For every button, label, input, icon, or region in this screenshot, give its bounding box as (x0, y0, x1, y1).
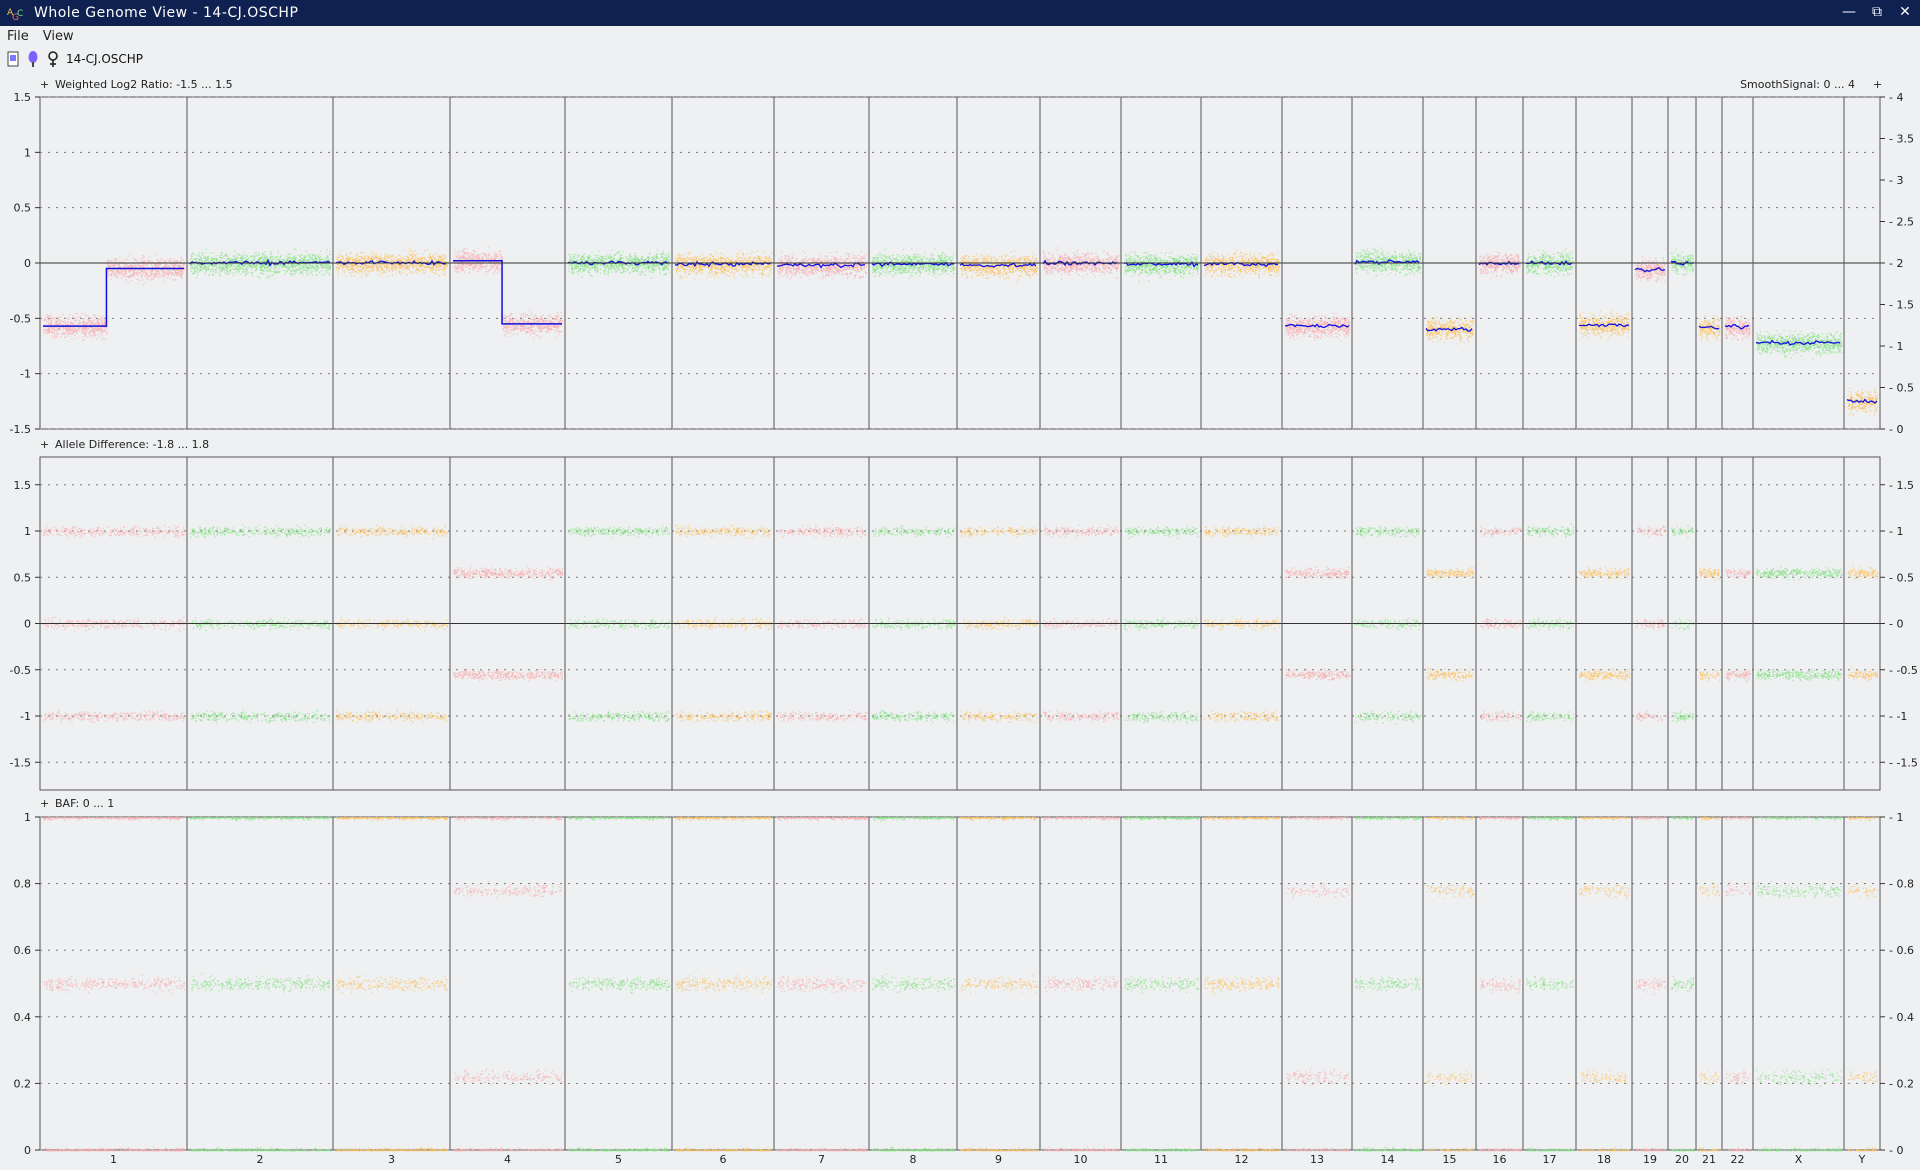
plot-panel-2: 1.5 1 0.5 0 -0.5 -1 -1.5 - 1.5 - 1 - 0.5 - 0 - -0.5… (10, 438, 1918, 790)
left-tick-label: -0.5 (10, 312, 31, 325)
right-tick-label: - 0 (1889, 618, 1903, 631)
right-tick-label: - 0 (1889, 423, 1903, 436)
right-tick-label: - -1 (1889, 710, 1907, 723)
right-tick-label: - 0.5 (1889, 571, 1914, 584)
chromosome-label-20[interactable]: 20 (1675, 1153, 1689, 1166)
chromosome-axis: 1 2 3 4 5 6 7 8 9 10 11 12 13 14 15 16 17 18 19 20 21 22 X Y (110, 1153, 1866, 1166)
right-tick-label: - 0.5 (1889, 382, 1914, 395)
left-tick-label: 0 (24, 257, 31, 270)
chromosome-label-11[interactable]: 11 (1154, 1153, 1168, 1166)
left-tick-label: 0.4 (14, 1011, 32, 1024)
left-tick-label: 0.8 (14, 878, 32, 891)
left-tick-label: 0.5 (14, 571, 32, 584)
chromosome-label-18[interactable]: 18 (1597, 1153, 1611, 1166)
left-tick-label: 1 (24, 525, 31, 538)
chromosome-label-8[interactable]: 8 (910, 1153, 917, 1166)
left-tick-label: -0.5 (10, 664, 31, 677)
right-tick-label: - 3.5 (1889, 133, 1914, 146)
panel-label: BAF: 0 ... 1 (55, 797, 114, 810)
right-tick-label: - 1.5 (1889, 479, 1914, 492)
chromosome-label-10[interactable]: 10 (1074, 1153, 1088, 1166)
left-tick-label: 1.5 (14, 479, 32, 492)
left-tick-label: 1.5 (14, 91, 32, 104)
chromosome-label-X[interactable]: X (1795, 1153, 1803, 1166)
chromosome-label-12[interactable]: 12 (1235, 1153, 1249, 1166)
right-tick-label: - 2 (1889, 257, 1903, 270)
panel-label: Weighted Log2 Ratio: -1.5 ... 1.5 (55, 78, 233, 91)
right-tick-label: - 0 (1889, 1144, 1903, 1157)
right-tick-label: - 4 (1889, 91, 1903, 104)
chromosome-label-7[interactable]: 7 (818, 1153, 825, 1166)
right-tick-label: - 0.2 (1889, 1077, 1914, 1090)
expand-right-axis-button[interactable]: + (1873, 78, 1882, 91)
chromosome-label-16[interactable]: 16 (1493, 1153, 1507, 1166)
left-tick-label: 0 (24, 618, 31, 631)
chromosome-label-13[interactable]: 13 (1310, 1153, 1324, 1166)
left-tick-label: -1 (20, 710, 31, 723)
left-tick-label: -1 (20, 368, 31, 381)
left-tick-label: 0.6 (14, 944, 32, 957)
right-tick-label: - 0.6 (1889, 944, 1914, 957)
expand-panel-button[interactable]: + (40, 438, 49, 451)
right-tick-label: - 1 (1889, 811, 1903, 824)
left-tick-label: 0.5 (14, 202, 32, 215)
chromosome-label-5[interactable]: 5 (615, 1153, 622, 1166)
right-tick-label: - 1 (1889, 525, 1903, 538)
chromosome-label-17[interactable]: 17 (1543, 1153, 1557, 1166)
expand-panel-button[interactable]: + (40, 78, 49, 91)
chromosome-label-19[interactable]: 19 (1643, 1153, 1657, 1166)
right-tick-label: - 0.8 (1889, 878, 1914, 891)
plot-panel-3: 1 0.8 0.6 0.4 0.2 0 - 1 - 0.8 - 0.6 - 0.4 - 0.2 - 0… (14, 797, 1914, 1157)
left-tick-label: 1 (24, 811, 31, 824)
right-tick-label: - 2.5 (1889, 216, 1914, 229)
chromosome-label-6[interactable]: 6 (720, 1153, 727, 1166)
left-tick-label: 0 (24, 1144, 31, 1157)
chromosome-label-15[interactable]: 15 (1443, 1153, 1457, 1166)
chromosome-label-9[interactable]: 9 (995, 1153, 1002, 1166)
right-tick-label: - -0.5 (1889, 664, 1918, 677)
right-tick-label: - 1 (1889, 340, 1903, 353)
chromosome-label-14[interactable]: 14 (1381, 1153, 1395, 1166)
expand-panel-button[interactable]: + (40, 797, 49, 810)
plot-panel-1: 1.5 1 0.5 0 -0.5 -1 -1.5 - 4 - 3.5 - 3 - 2.5 - 2 - 1… (10, 78, 1914, 436)
right-tick-label: - 1.5 (1889, 299, 1914, 312)
chromosome-label-21[interactable]: 21 (1702, 1153, 1716, 1166)
chromosome-label-Y[interactable]: Y (1858, 1153, 1866, 1166)
left-tick-label: -1.5 (10, 423, 31, 436)
left-tick-label: 0.2 (14, 1077, 32, 1090)
chromosome-label-2[interactable]: 2 (257, 1153, 264, 1166)
right-tick-label: - 3 (1889, 174, 1903, 187)
panel-right-label: SmoothSignal: 0 ... 4 (1740, 78, 1855, 91)
right-tick-label: - -1.5 (1889, 756, 1918, 769)
left-tick-label: 1 (24, 146, 31, 159)
chromosome-label-22[interactable]: 22 (1731, 1153, 1745, 1166)
chromosome-label-1[interactable]: 1 (110, 1153, 117, 1166)
right-tick-label: - 0.4 (1889, 1011, 1914, 1024)
chromosome-label-4[interactable]: 4 (504, 1153, 511, 1166)
panel-label: Allele Difference: -1.8 ... 1.8 (55, 438, 209, 451)
chromosome-label-3[interactable]: 3 (388, 1153, 395, 1166)
left-tick-label: -1.5 (10, 756, 31, 769)
